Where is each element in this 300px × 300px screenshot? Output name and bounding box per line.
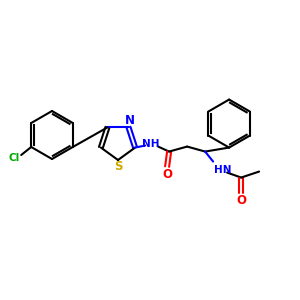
Text: N: N [124,114,135,127]
Text: NH: NH [142,139,160,148]
Text: Cl: Cl [9,153,20,163]
Text: O: O [236,194,246,207]
Text: O: O [162,168,172,181]
Text: S: S [114,160,122,173]
Text: HN: HN [214,165,232,175]
